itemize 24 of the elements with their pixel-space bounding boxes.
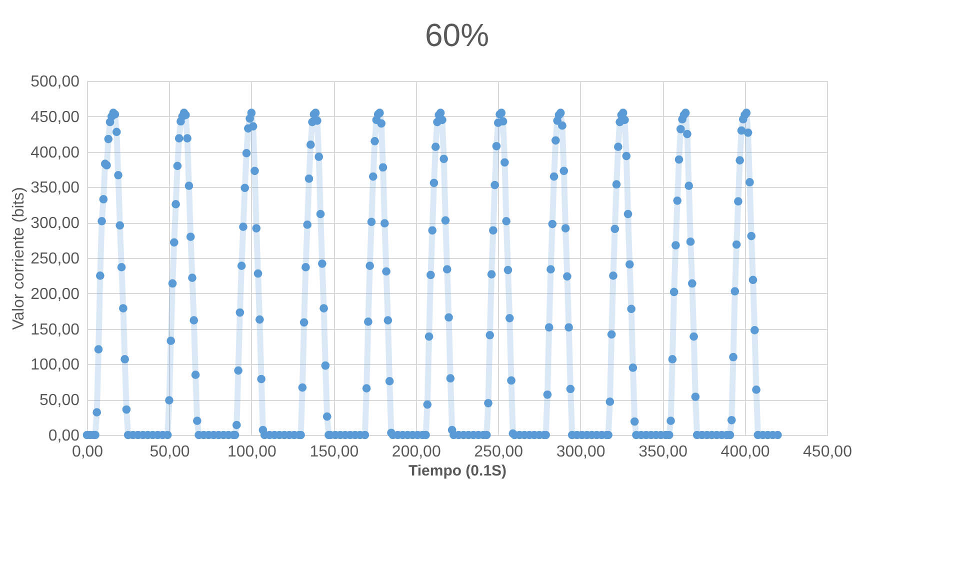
y-tick-label: 350,00 [30,180,80,197]
x-tick-label: 400,00 [720,444,770,460]
x-tick-label: 100,00 [227,444,277,460]
chart-title: 60% [424,17,490,53]
y-tick-label: 100,00 [30,356,80,374]
y-tick-label: 50,00 [39,392,80,410]
y-axis-title: Valor corriente (bits) [10,187,28,330]
y-tick-label: 450,00 [30,108,80,126]
y-tick-label: 400,00 [30,144,80,162]
x-tick-label: 50,00 [150,444,190,460]
x-tick-label: 300,00 [556,444,606,460]
y-tick-label: 250,00 [30,250,80,268]
x-tick-label: 350,00 [638,444,688,460]
y-tick-label: 200,00 [30,286,80,303]
x-tick-label: 150,00 [310,444,359,460]
x-tick-label: 250,00 [474,444,524,460]
x-tick-label: 450,00 [803,444,852,460]
y-tick-label: 500,00 [30,74,80,90]
y-tick-label: 0,00 [48,428,80,444]
x-tick-label: 200,00 [392,444,441,460]
y-tick-label: 150,00 [30,321,80,338]
x-tick-label: 0,00 [72,444,104,460]
x-axis-title: Tiempo (0.1S) [408,462,507,480]
y-tick-label: 300,00 [30,215,80,232]
